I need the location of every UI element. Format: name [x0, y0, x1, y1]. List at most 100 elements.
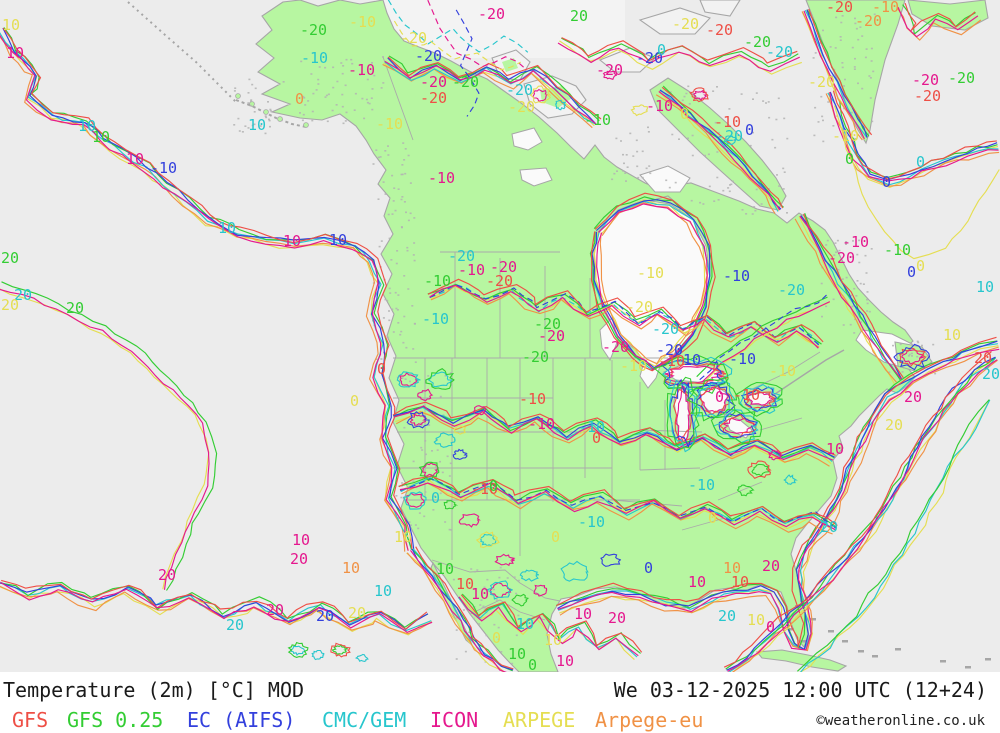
- contour-label: -10: [584, 111, 611, 129]
- contour-loop: [893, 343, 931, 371]
- contour-label: -10: [729, 350, 756, 368]
- great-bear-lake: [511, 127, 543, 151]
- contour-label: 0: [882, 173, 891, 191]
- contour-line: [393, 20, 521, 71]
- contour-label: 0: [551, 528, 560, 546]
- contour-label: 20: [718, 607, 736, 625]
- contour-line: [803, 10, 865, 140]
- contour-label: 10: [92, 128, 110, 146]
- contour-line: [662, 85, 784, 208]
- contour-loop: [653, 355, 729, 395]
- contour-label: 20: [762, 557, 780, 575]
- contour-label: -20: [626, 298, 653, 316]
- contour-line: [0, 288, 210, 590]
- contour-label: -20: [778, 281, 805, 299]
- contour-label: 20: [974, 349, 992, 367]
- contour-label: -10: [637, 264, 664, 282]
- contour-label: 20: [66, 299, 84, 317]
- contour-loop: [519, 569, 540, 582]
- contour-label: 0: [708, 509, 717, 527]
- contour-label: -20: [452, 73, 479, 91]
- contour-line: [799, 399, 991, 672]
- contour-line: [401, 482, 833, 535]
- legend-model-icon: ICON: [430, 708, 479, 732]
- contour-line: [794, 218, 897, 383]
- contour-label: -20: [478, 5, 505, 23]
- contour-label: -20: [448, 247, 475, 265]
- contour-label: -20: [400, 29, 427, 47]
- contour-line: [829, 91, 999, 182]
- contour-loop: [433, 432, 456, 448]
- contour-label: 0: [680, 105, 689, 123]
- contour-loop: [739, 383, 782, 415]
- contour-line: [399, 482, 836, 531]
- legend-model-gfs-0-25: GFS 0.25: [67, 708, 164, 732]
- contour-label: 10: [6, 44, 24, 62]
- contour-loop: [484, 580, 513, 600]
- contour-label: 0: [715, 388, 724, 406]
- contour-line: [411, 548, 514, 671]
- contour-label: -20: [716, 127, 743, 145]
- contour-label: -10: [376, 115, 403, 133]
- contour-label: 10: [374, 582, 392, 600]
- copyright-link[interactable]: ©weatheronline.co.uk: [816, 713, 985, 729]
- model-contour-lines: [0, 0, 1000, 672]
- contour-line: [387, 0, 529, 53]
- legend-model-gfs: GFS: [12, 708, 49, 732]
- contour-label: -20: [744, 33, 771, 51]
- contour-line: [2, 27, 413, 550]
- contour-label: -20: [486, 272, 513, 290]
- contour-label: -10: [646, 97, 673, 115]
- island-ellesmere: [699, 0, 741, 17]
- contour-label: 10: [394, 528, 412, 546]
- contour-label: -10: [723, 267, 750, 285]
- contour-loop: [783, 474, 798, 486]
- contour-line: [658, 91, 781, 211]
- contour-loop: [405, 492, 425, 508]
- contour-label: -10: [428, 169, 455, 187]
- contour-loop: [453, 424, 466, 435]
- contour-line: [0, 581, 429, 629]
- contour-label: 10: [556, 652, 574, 670]
- contour-label: 0: [350, 392, 359, 410]
- contour-label: -10: [519, 390, 546, 408]
- contour-line: [393, 405, 834, 461]
- contour-loop: [660, 359, 727, 388]
- contour-line: [410, 550, 507, 672]
- contour-label: -20: [415, 47, 442, 65]
- contour-line: [388, 55, 600, 122]
- contour-label: 0: [916, 257, 925, 275]
- contour-line: [799, 215, 902, 380]
- contour-label: -20: [828, 249, 855, 267]
- contour-line: [833, 105, 1000, 260]
- contour-loop: [751, 463, 771, 477]
- contour-loop: [330, 642, 351, 658]
- contour-label: 20: [316, 607, 334, 625]
- contour-label: -10: [528, 415, 555, 433]
- contour-loop: [396, 371, 421, 388]
- contour-label: -10: [150, 159, 177, 177]
- contour-loop: [331, 644, 349, 655]
- contour-loop: [443, 500, 459, 510]
- contour-label: -20: [855, 12, 882, 30]
- contour-loop: [675, 385, 691, 442]
- contour-loop: [427, 371, 453, 388]
- contour-loop: [699, 387, 730, 413]
- contour-label: 10: [516, 615, 534, 633]
- map-title: Temperature (2m) [°C] MOD: [3, 678, 305, 702]
- legend-row-models: ©weatheronline.co.uk GFS GFS 0.25 EC (AIFS…: [0, 706, 1000, 732]
- contour-loop: [747, 460, 772, 479]
- contour-label: -10: [422, 310, 449, 328]
- contour-label: 10: [731, 573, 749, 591]
- contour-line: [455, 9, 480, 117]
- contour-line: [832, 90, 997, 180]
- contour-label: 10: [747, 611, 765, 629]
- contour-loop: [494, 553, 516, 567]
- contour-line: [427, 0, 528, 71]
- contour-line: [1, 579, 428, 630]
- contour-label: -20: [914, 87, 941, 105]
- contour-line: [557, 42, 800, 72]
